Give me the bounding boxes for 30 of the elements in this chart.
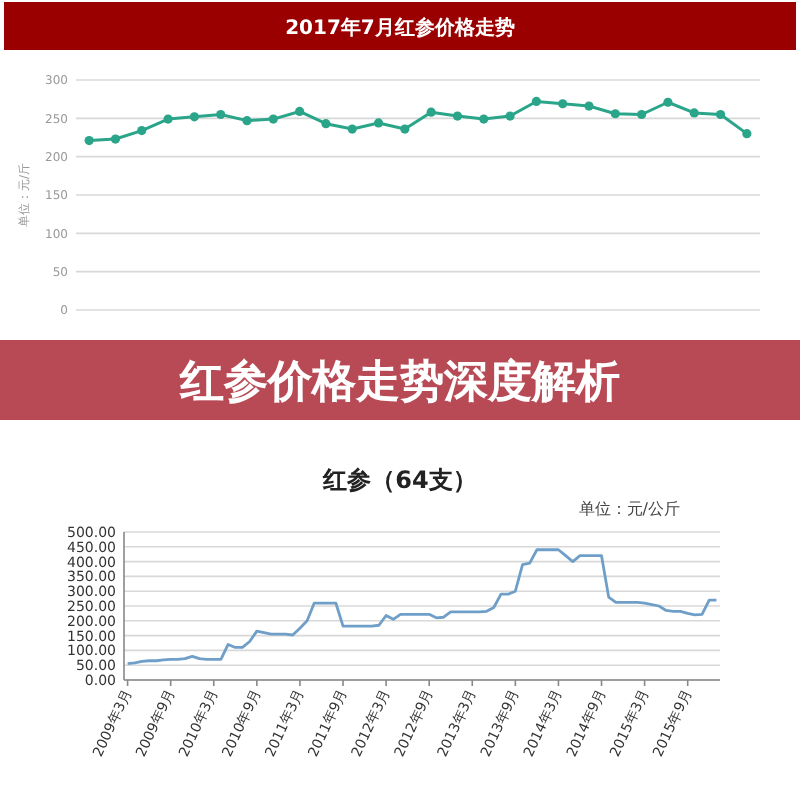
point [689,108,699,118]
point [137,126,147,136]
point [321,119,331,129]
point [531,96,541,107]
text: 单位：元/公斤 [578,500,680,518]
point [295,106,305,117]
point [189,112,199,122]
point [452,111,463,121]
point [110,134,121,144]
text: 红参价格走势深度解析 [178,356,620,408]
point [742,129,752,139]
point [268,114,278,124]
point [426,107,436,117]
point [479,114,489,124]
point [610,109,620,119]
point [637,109,647,120]
point [347,124,357,134]
point [400,124,410,134]
point [242,116,252,126]
point [84,135,94,146]
point [163,114,173,124]
chart-title: 红参（64支） [321,466,477,494]
point [584,101,594,111]
point [505,111,515,121]
point [216,109,226,120]
point [663,97,673,107]
point [715,109,726,120]
point [558,99,568,109]
point [373,118,384,128]
chart-title: 2017年7月红参价格走势 [285,16,515,40]
